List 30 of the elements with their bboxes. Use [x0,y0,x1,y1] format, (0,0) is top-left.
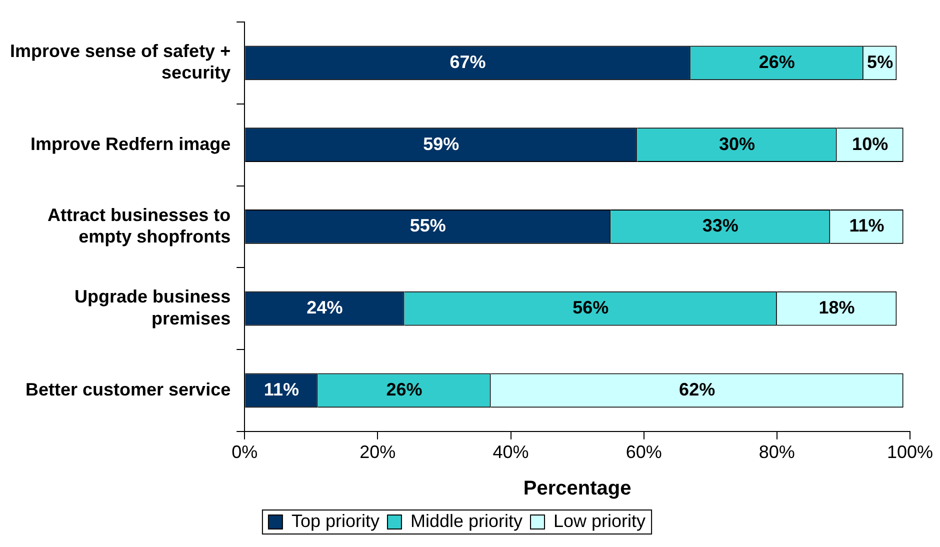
text: 11% [849,216,884,236]
x-tick-label: 0% [232,442,258,462]
y-tick-label: Improve Redfern image [30,134,231,154]
text: 56% [572,298,609,318]
text: 67% [450,52,486,72]
text: 5% [867,52,894,72]
text: 26% [758,52,795,72]
text: 55% [410,216,446,236]
x-tick-label: 80% [758,442,795,462]
x-axis-title: Percentage [523,478,632,500]
text: 30% [718,134,756,154]
x-tick-label: 60% [626,442,662,462]
x-tick-label: 40% [492,442,529,462]
y-tick-label: Upgrade business premises [74,286,231,328]
text: 62% [679,379,716,400]
text: 59% [423,134,460,154]
text: 18% [818,298,855,318]
legend-label: Low priority [554,510,646,531]
x-tick-label: 20% [360,442,396,462]
x-tick-label: 100% [886,442,934,462]
text: 26% [386,379,422,400]
text: 10% [852,134,888,154]
legend-label: Top priority [291,510,380,531]
text: 33% [702,216,738,236]
y-tick-label: Attract businesses to empty shopfronts [48,204,231,246]
legend-label: Middle priority [410,510,523,531]
y-tick-label: Better customer service [25,379,231,400]
text: 11% [264,379,299,400]
y-tick-label: Improve sense of safety + security [10,41,231,83]
text: 24% [306,298,343,318]
